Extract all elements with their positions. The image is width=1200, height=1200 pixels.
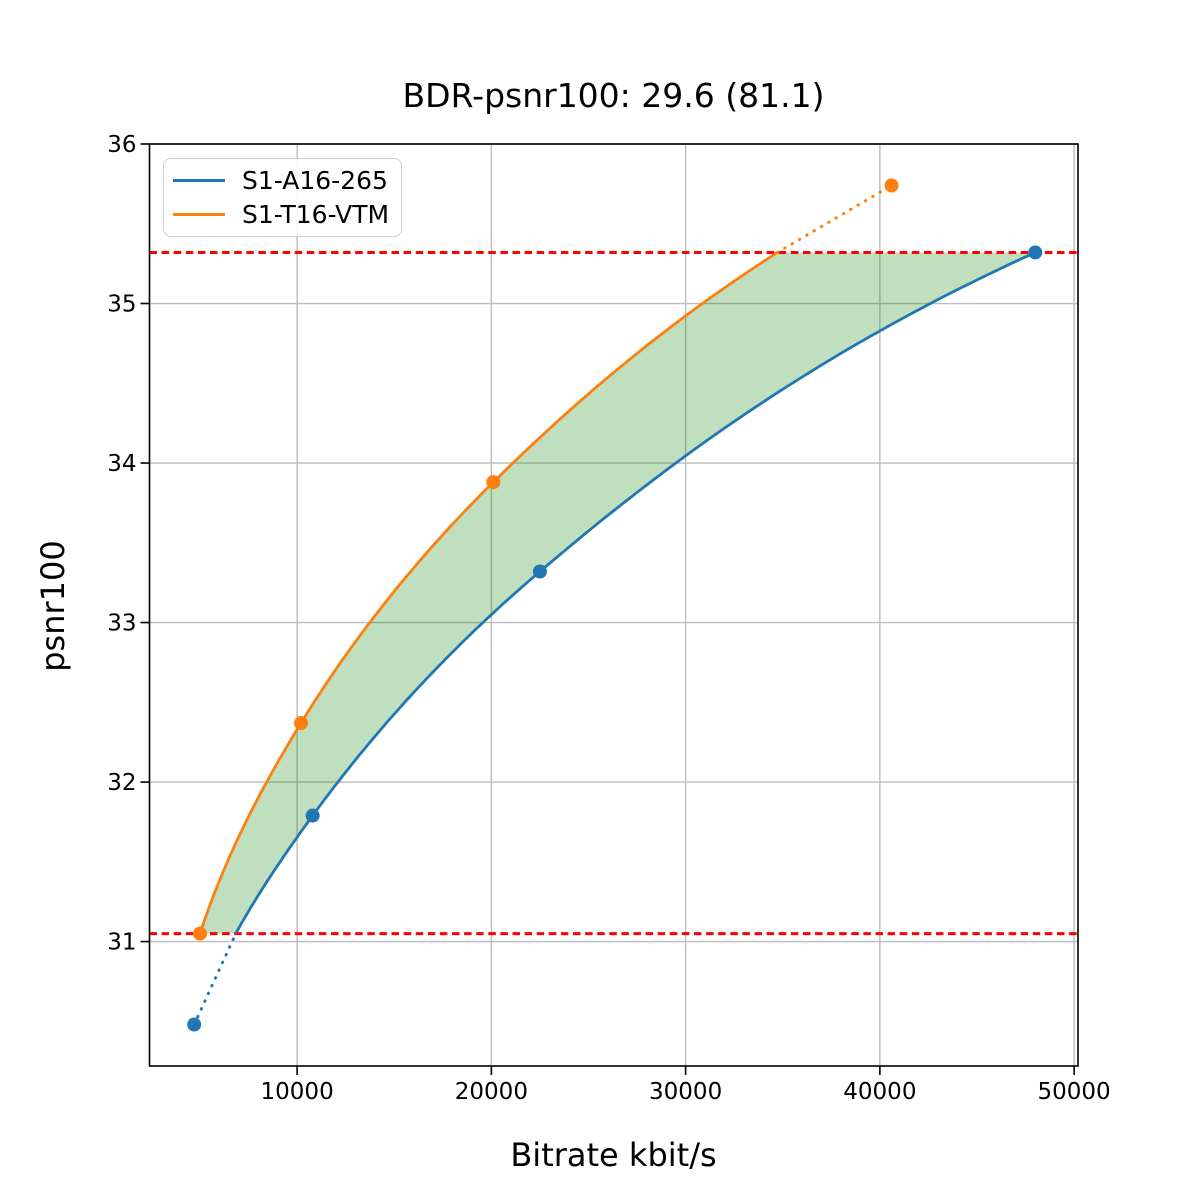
legend-label: S1-T16-VTM <box>242 200 390 229</box>
y-tick-label: 36 <box>107 132 136 158</box>
y-axis-label: psnr100 <box>34 540 72 672</box>
x-tick-label: 20000 <box>455 1079 528 1105</box>
chart-title: BDR-psnr100: 29.6 (81.1) <box>402 76 825 115</box>
x-tick-label: 40000 <box>843 1079 916 1105</box>
y-tick-label: 32 <box>107 770 136 796</box>
data-point-marker <box>884 178 899 193</box>
legend-line-swatch-blue <box>173 179 225 182</box>
data-point-marker <box>532 564 547 579</box>
legend-line-swatch-orange <box>173 213 225 216</box>
y-tick-label: 33 <box>107 611 136 637</box>
y-tick-label: 31 <box>107 930 136 956</box>
rd-curve <box>234 251 1036 935</box>
legend-label: S1-A16-265 <box>242 166 388 195</box>
rd-curve <box>198 251 779 935</box>
data-point-marker <box>187 1017 202 1032</box>
dotted-extension <box>775 183 894 254</box>
y-tick-label: 35 <box>107 292 136 318</box>
bd-shaded-region <box>200 252 1036 934</box>
legend-item: S1-T16-VTM <box>173 202 401 227</box>
data-point-marker <box>486 475 501 490</box>
data-point-marker <box>1028 245 1043 260</box>
data-point-marker <box>294 716 309 731</box>
data-point-marker <box>193 926 208 941</box>
x-tick-label: 30000 <box>649 1079 722 1105</box>
x-tick-label: 50000 <box>1038 1079 1111 1105</box>
dotted-extension <box>192 932 238 1027</box>
x-axis-label: Bitrate kbit/s <box>510 1136 717 1174</box>
legend: S1-A16-265 S1-T16-VTM <box>163 158 402 237</box>
data-point-marker <box>305 808 320 823</box>
y-tick-label: 34 <box>107 451 136 477</box>
legend-item: S1-A16-265 <box>173 168 401 193</box>
x-tick-label: 10000 <box>261 1079 334 1105</box>
axes-frame <box>148 143 1079 1067</box>
